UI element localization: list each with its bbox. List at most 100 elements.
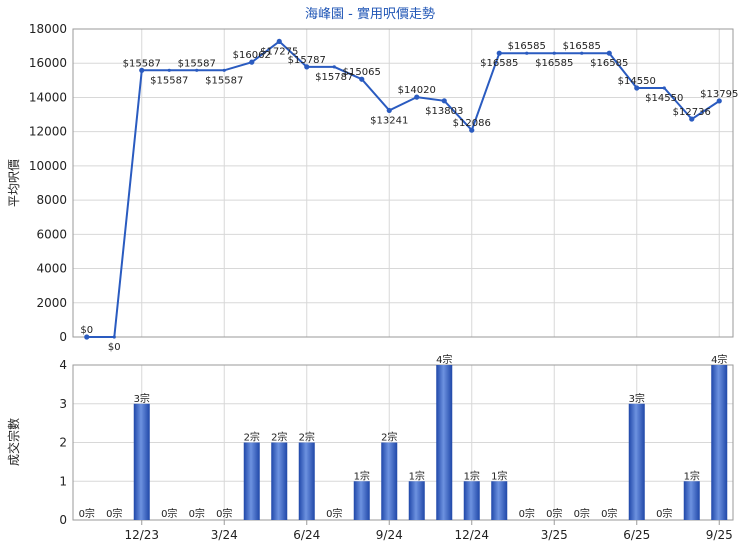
price-data-label: $0 — [108, 342, 121, 353]
line-ylabel: 平均呎價 — [7, 159, 21, 207]
price-data-label: $12086 — [453, 118, 491, 129]
line-ytick-label: 0 — [59, 330, 67, 344]
volume-bar — [133, 403, 150, 520]
volume-bar — [628, 403, 645, 520]
line-frame — [72, 28, 734, 338]
bar-ytick-label: 0 — [59, 513, 67, 527]
bar-frame — [72, 364, 734, 521]
volume-data-label: 0宗 — [161, 507, 177, 520]
price-point-carried — [525, 51, 529, 55]
line-ytick-label: 6000 — [36, 227, 67, 241]
line-ytick-label: 2000 — [36, 296, 67, 310]
volume-bar — [381, 442, 398, 520]
price-point — [441, 98, 447, 104]
price-point-carried — [112, 335, 116, 339]
volume-data-label: 0宗 — [79, 507, 95, 520]
x-tick-label: 6/25 — [623, 528, 650, 542]
line-ytick-label: 12000 — [29, 125, 67, 139]
volume-data-label: 0宗 — [601, 507, 617, 520]
volume-bar — [298, 442, 315, 520]
price-data-label: $15065 — [343, 67, 381, 78]
volume-data-label: 2宗 — [271, 431, 287, 444]
price-data-label: $14550 — [645, 93, 683, 104]
price-point-carried — [167, 68, 171, 72]
volume-data-label: 2宗 — [299, 431, 315, 444]
volume-bar — [683, 481, 700, 520]
bar-ytick-label: 1 — [59, 474, 67, 488]
price-line — [86, 40, 720, 338]
price-point — [414, 94, 420, 100]
volume-bar — [491, 481, 508, 520]
price-point-carried — [662, 86, 666, 90]
volume-data-label: 0宗 — [656, 507, 672, 520]
volume-data-label: 2宗 — [244, 431, 260, 444]
volume-bar — [243, 442, 260, 520]
price-point-carried — [195, 68, 199, 72]
volume-data-label: 0宗 — [189, 507, 205, 520]
volume-data-label: 0宗 — [106, 507, 122, 520]
price-point — [386, 107, 392, 114]
price-point — [496, 50, 502, 56]
volume-bar — [711, 365, 728, 520]
price-point — [249, 59, 255, 65]
price-data-label: $16585 — [480, 58, 518, 69]
volume-data-label: 1宗 — [464, 469, 480, 482]
price-data-label: $16062 — [233, 50, 271, 61]
volume-data-label: 0宗 — [546, 507, 562, 520]
price-point — [359, 76, 365, 82]
volume-data-label: 2宗 — [381, 431, 397, 444]
volume-bar — [353, 481, 370, 520]
volume-data-label: 4宗 — [711, 353, 727, 366]
line-ytick-label: 4000 — [36, 262, 67, 276]
bar-ytick-label: 4 — [59, 358, 67, 372]
price-data-label: $13241 — [370, 115, 408, 126]
volume-bar — [436, 365, 453, 520]
volume-data-label: 1宗 — [684, 469, 700, 482]
price-data-label: $15787 — [315, 72, 353, 83]
line-ytick-label: 8000 — [36, 193, 67, 207]
price-data-label: $15587 — [178, 58, 216, 69]
x-tick-label: 12/24 — [454, 528, 489, 542]
volume-data-label: 0宗 — [326, 507, 342, 520]
bar-ytick-label: 3 — [59, 397, 67, 411]
volume-data-label: 1宗 — [354, 469, 370, 482]
volume-bar-panel: 0 1 2 3 4 12/23 3/24 6/24 9/24 12/24 3/25 6/25 9/25 0… — [59, 353, 734, 542]
price-data-label: $15587 — [205, 75, 243, 86]
bar-ylabel: 成交宗數 — [6, 418, 21, 466]
x-tick-label: 3/25 — [541, 528, 568, 542]
price-data-label: $0 — [80, 325, 93, 336]
price-point-carried — [222, 68, 226, 72]
volume-data-label: 0宗 — [216, 507, 232, 520]
price-data-label: $16585 — [535, 58, 573, 69]
line-ytick-label: 10000 — [29, 159, 67, 173]
volume-bar — [271, 442, 288, 520]
price-point-carried — [580, 51, 584, 55]
price-data-label: $12736 — [673, 107, 711, 118]
price-point — [716, 98, 722, 104]
volume-bar — [463, 481, 480, 520]
line-ytick-label: 14000 — [29, 90, 67, 104]
x-tick-label: 9/25 — [706, 528, 733, 542]
price-data-label: $15587 — [150, 75, 188, 86]
price-point — [84, 334, 90, 340]
volume-data-label: 1宗 — [491, 469, 507, 482]
price-data-label: $16585 — [563, 41, 601, 52]
price-point — [689, 116, 695, 122]
volume-data-label: 0宗 — [574, 507, 590, 520]
volume-data-label: 1宗 — [409, 469, 425, 482]
price-point — [606, 50, 612, 56]
chart-title: 海峰園 - 實用呎價走勢 — [305, 6, 435, 22]
price-data-label: $14020 — [398, 85, 436, 96]
volume-data-label: 3宗 — [134, 392, 150, 405]
price-point-carried — [552, 51, 556, 55]
volume-data-label: 3宗 — [629, 392, 645, 405]
price-point — [304, 64, 310, 70]
price-point — [469, 127, 475, 133]
volume-data-label: 4宗 — [436, 353, 452, 366]
price-point-carried — [332, 65, 336, 69]
x-tick-label: 12/23 — [124, 528, 159, 542]
price-point — [276, 38, 282, 45]
price-data-label: $13795 — [700, 89, 738, 100]
line-ytick-label: 18000 — [29, 22, 67, 36]
volume-data-label: 0宗 — [519, 507, 535, 520]
